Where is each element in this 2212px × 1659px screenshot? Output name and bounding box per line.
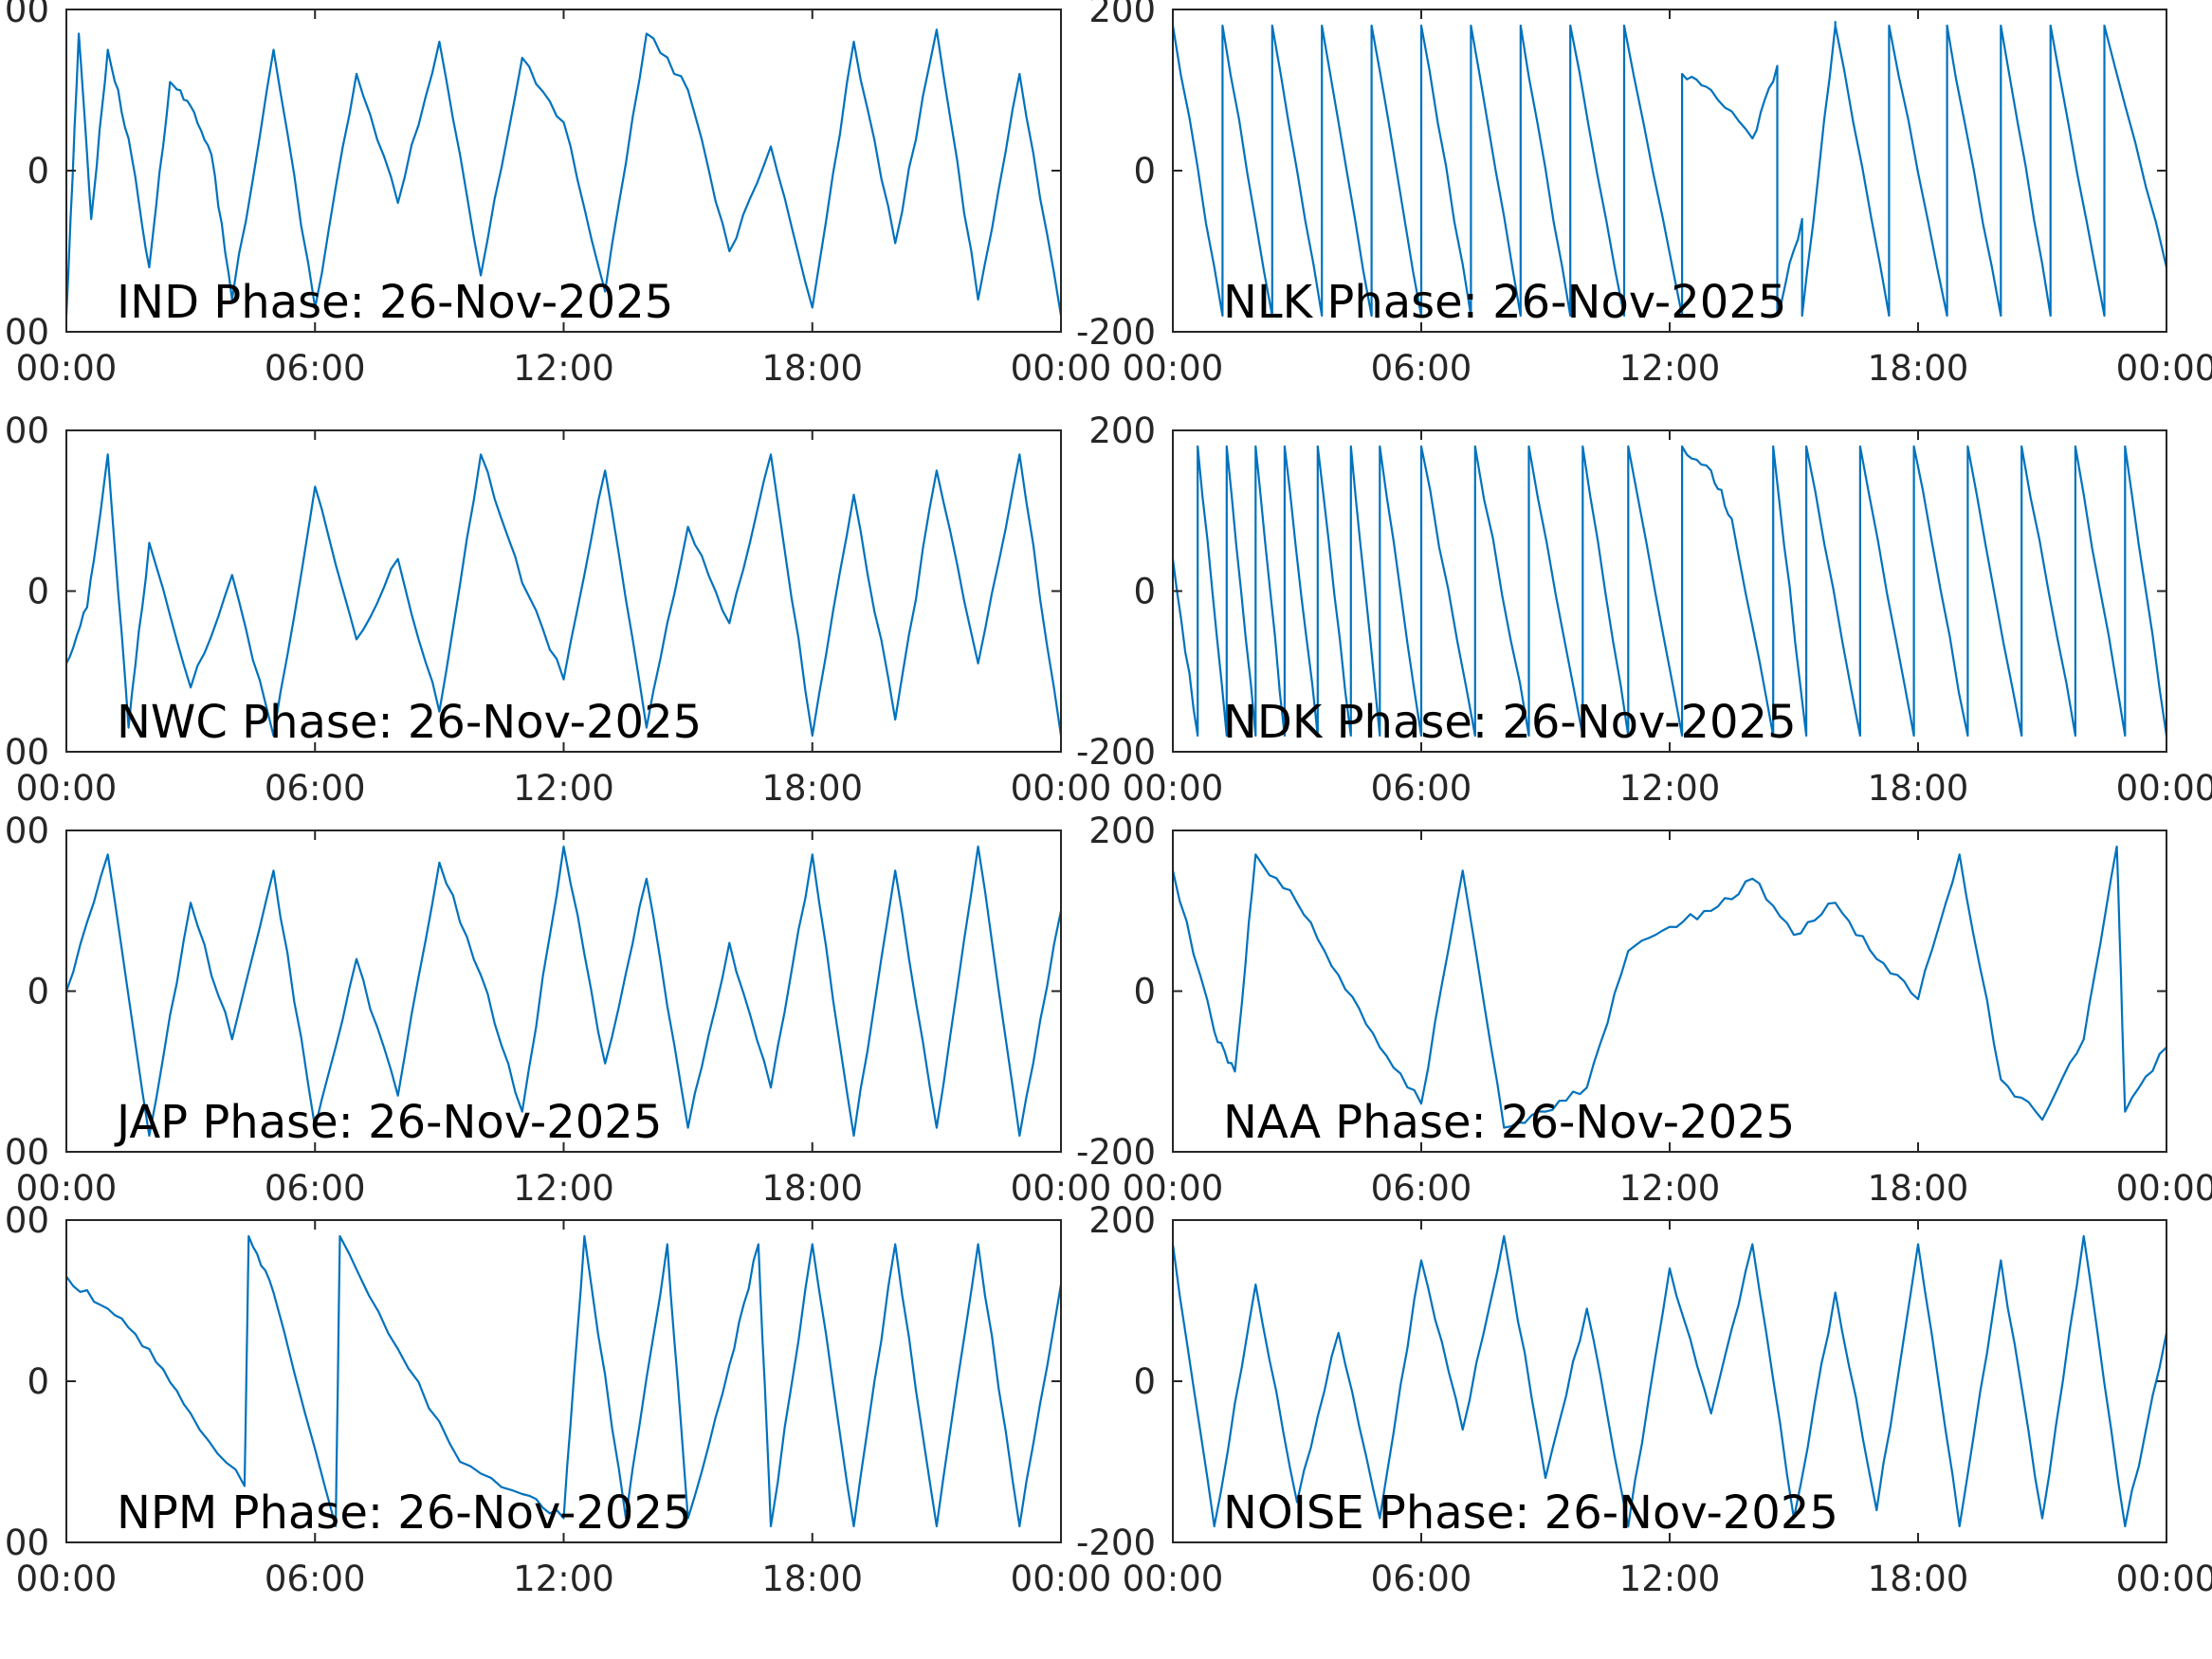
x-tick-label: 00:00	[16, 1168, 118, 1209]
x-tick-label: 06:00	[1371, 1168, 1472, 1209]
phase-trace	[1173, 445, 2166, 738]
y-tick-label: 00	[5, 732, 49, 773]
panel-title: NOISE Phase: 26-Nov-2025	[1223, 1486, 1838, 1540]
y-tick-label: 00	[5, 410, 49, 451]
y-tick-label: -200	[1076, 732, 1156, 773]
x-tick-label: 18:00	[1868, 1559, 1969, 1599]
x-tick-label: 00:00	[1123, 348, 1224, 389]
x-tick-label: 12:00	[513, 348, 614, 389]
x-tick-label: 00:00	[2116, 348, 2212, 389]
y-tick-label: 0	[1133, 972, 1156, 1012]
y-tick-label: -200	[1076, 1132, 1156, 1173]
panel-title: NPM Phase: 26-Nov-2025	[117, 1486, 692, 1540]
x-tick-label: 12:00	[513, 768, 614, 809]
x-tick-label: 12:00	[1619, 768, 1721, 809]
x-tick-label: 18:00	[761, 768, 863, 809]
x-tick-label: 18:00	[1868, 1168, 1969, 1209]
x-tick-label: 00:00	[1011, 768, 1112, 809]
x-tick-label: 00:00	[16, 1559, 118, 1599]
x-tick-label: 00:00	[1011, 348, 1112, 389]
y-tick-label: -200	[1076, 312, 1156, 353]
y-tick-label: -200	[1076, 1522, 1156, 1563]
y-tick-label: 200	[1088, 811, 1156, 851]
x-tick-label: 18:00	[761, 348, 863, 389]
panel-title: NAA Phase: 26-Nov-2025	[1223, 1096, 1795, 1149]
x-tick-label: 06:00	[1371, 768, 1472, 809]
panel-2: 00:00 06:00 12:00 18:00 00:00 200 0 -200 NLK Pha…	[1076, 0, 2212, 389]
x-tick-label: 12:00	[1619, 1168, 1721, 1209]
panel-title: NWC Phase: 26-Nov-2025	[117, 696, 702, 749]
phase-trace	[1173, 845, 2166, 1129]
x-tick-label: 00:00	[1123, 1168, 1224, 1209]
y-tick-label: 0	[27, 572, 49, 612]
x-tick-label: 00:00	[1123, 1559, 1224, 1599]
y-tick-label: 200	[1088, 0, 1156, 30]
panel-title: NDK Phase: 26-Nov-2025	[1223, 696, 1797, 749]
panel-4: 00:00 06:00 12:00 18:00 00:00 200 0 -200 NDK Pha…	[1076, 410, 2212, 809]
y-tick-label: 0	[27, 151, 49, 191]
y-tick-label: 0	[27, 972, 49, 1012]
y-tick-label: 0	[1133, 572, 1156, 612]
phase-trace	[1173, 21, 2166, 318]
y-tick-label: 0	[1133, 151, 1156, 191]
panel-title: IND Phase: 26-Nov-2025	[117, 276, 673, 329]
x-tick-label: 18:00	[1868, 348, 1969, 389]
x-tick-label: 00:00	[1011, 1168, 1112, 1209]
phase-trace	[66, 845, 1061, 1138]
x-tick-label: 00:00	[1011, 1559, 1112, 1599]
y-tick-label: 00	[5, 811, 49, 851]
x-tick-label: 00:00	[2116, 1559, 2212, 1599]
y-tick-label: 200	[1088, 410, 1156, 451]
x-tick-label: 00:00	[2116, 1168, 2212, 1209]
x-tick-label: 12:00	[513, 1168, 614, 1209]
x-tick-label: 06:00	[1371, 1559, 1472, 1599]
panel-6: 00:00 06:00 12:00 18:00 00:00 200 0 -200 NAA Pha…	[1076, 811, 2212, 1209]
y-tick-label: 00	[5, 312, 49, 353]
x-tick-label: 06:00	[265, 1168, 366, 1209]
x-tick-label: 18:00	[761, 1559, 863, 1599]
x-tick-label: 00:00	[2116, 768, 2212, 809]
x-tick-label: 00:00	[1123, 768, 1224, 809]
x-tick-label: 06:00	[1371, 348, 1472, 389]
phase-trace	[66, 453, 1061, 738]
x-tick-label: 06:00	[265, 768, 366, 809]
y-tick-label: 00	[5, 1522, 49, 1563]
phase-trace	[66, 28, 1061, 317]
x-tick-label: 12:00	[1619, 1559, 1721, 1599]
panel-8: 00:00 06:00 12:00 18:00 00:00 200 0 -200 NOISE P…	[1076, 1200, 2212, 1599]
y-tick-label: 0	[1133, 1361, 1156, 1402]
panel-title: NLK Phase: 26-Nov-2025	[1223, 276, 1786, 329]
x-tick-label: 18:00	[1868, 768, 1969, 809]
x-tick-label: 18:00	[761, 1168, 863, 1209]
y-tick-label: 00	[5, 1132, 49, 1173]
phase-trace	[66, 1234, 1061, 1528]
phase-trace	[1173, 1234, 2166, 1528]
y-tick-label: 00	[5, 0, 49, 30]
x-tick-label: 06:00	[265, 1559, 366, 1599]
x-tick-label: 12:00	[513, 1559, 614, 1599]
y-tick-label: 200	[1088, 1200, 1156, 1241]
y-tick-label: 00	[5, 1200, 49, 1241]
y-tick-label: 0	[27, 1361, 49, 1402]
x-tick-label: 06:00	[265, 348, 366, 389]
x-tick-label: 12:00	[1619, 348, 1721, 389]
panel-title: JAP Phase: 26-Nov-2025	[114, 1096, 662, 1149]
x-tick-label: 00:00	[16, 768, 118, 809]
x-tick-label: 00:00	[16, 348, 118, 389]
